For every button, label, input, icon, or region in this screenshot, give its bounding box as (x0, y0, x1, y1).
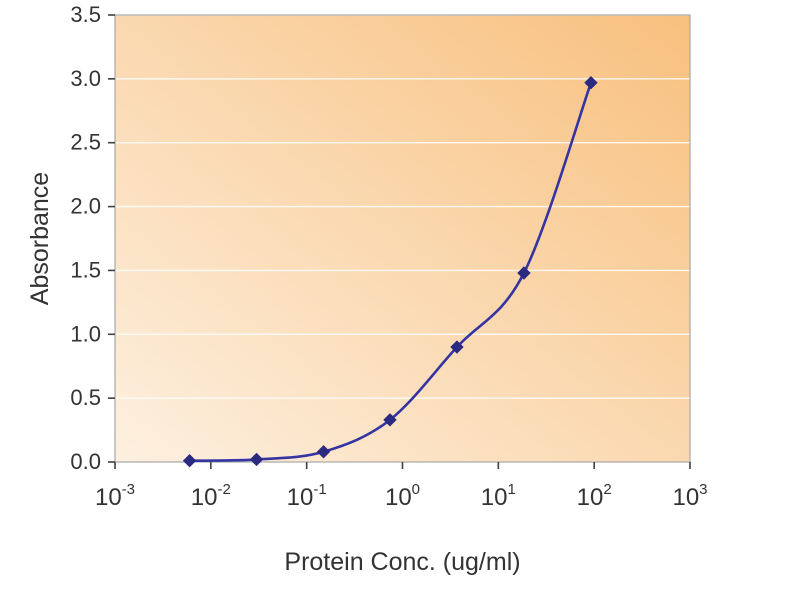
data-point-marker (316, 445, 331, 459)
y-tick-label: 2.0 (70, 194, 101, 219)
data-point-marker (450, 340, 464, 354)
y-tick-label: 3.0 (70, 66, 101, 91)
y-tick-label: 0.0 (70, 449, 101, 474)
data-point-marker (584, 75, 598, 90)
y-tick-label: 2.5 (70, 130, 101, 155)
x-tick-label: 100 (385, 481, 420, 511)
x-axis-title: Protein Conc. (ug/ml) (284, 548, 520, 576)
x-tick-label: 102 (577, 481, 612, 511)
x-tick-label: 10-3 (95, 481, 135, 511)
x-tick-label: 103 (672, 481, 707, 511)
data-point-marker (383, 413, 397, 427)
y-axis: 0.0 0.5 1.0 1.5 2.0 2.5 3.0 3.5 (70, 2, 115, 474)
x-tick-label: 10-2 (191, 481, 231, 511)
y-tick-label: 3.5 (70, 2, 101, 27)
series-markers (182, 75, 598, 468)
data-point-marker (249, 452, 264, 467)
y-axis-title: Absorbance (26, 172, 54, 305)
data-point-marker (517, 266, 531, 280)
data-point-marker (182, 454, 197, 468)
x-tick-label: 101 (481, 481, 516, 511)
y-tick-label: 1.5 (70, 257, 101, 282)
x-tick-label: 10-1 (287, 481, 327, 511)
plot-area-background (115, 15, 690, 462)
x-axis: 10-3 10-2 10-1 100 101 102 103 (95, 462, 708, 511)
y-tick-label: 1.0 (70, 321, 101, 346)
y-tick-label: 0.5 (70, 385, 101, 410)
